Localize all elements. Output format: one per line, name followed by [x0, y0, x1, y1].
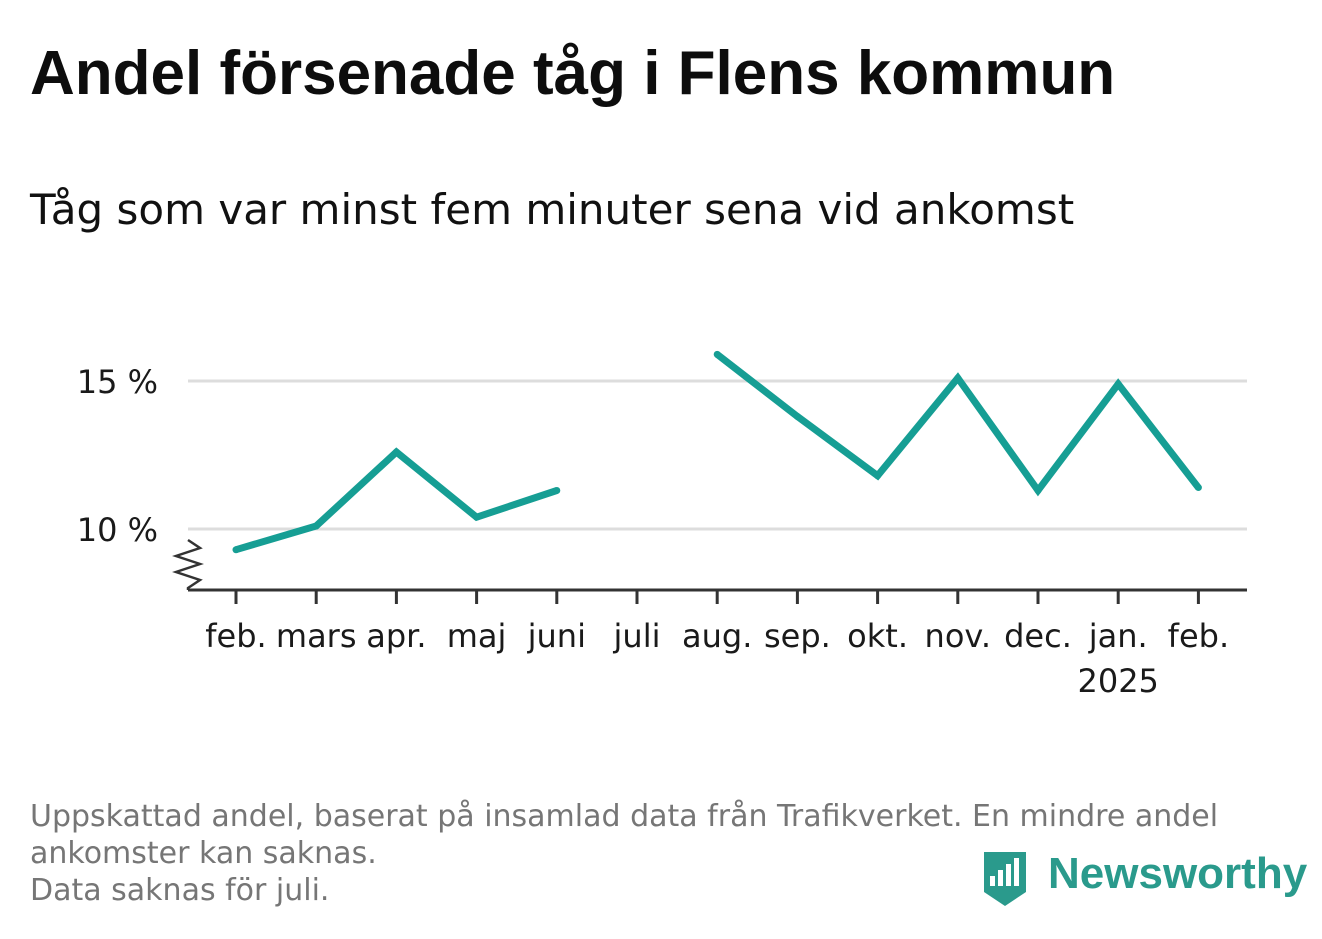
footnote-line-3: Data saknas för juli.: [30, 873, 330, 908]
footnote-line-2: ankomster kan saknas.: [30, 836, 377, 871]
data-point: [874, 472, 882, 480]
footnote-line-1: Uppskattad andel, baserat på insamlad da…: [30, 799, 1219, 834]
line-chart: 10 % 15 % feb. mars apr. maj juni juli aug. sep.…: [77, 350, 1247, 700]
x-tick-label: maj: [447, 617, 507, 655]
y-tick-label: 10 %: [77, 511, 158, 549]
x-tick-label: nov.: [925, 617, 991, 655]
data-point: [312, 522, 320, 530]
y-tick-labels: 10 % 15 %: [77, 363, 158, 549]
data-point: [392, 448, 400, 456]
data-point: [1194, 484, 1202, 492]
newsworthy-logo: Newsworthy: [980, 848, 1307, 910]
axis-break-icon: [172, 538, 204, 590]
x-tick-label: jan.: [1088, 617, 1148, 655]
data-point: [232, 546, 240, 554]
chart-title: Andel försenade tåg i Flens kommun: [30, 39, 1116, 108]
x-tick-label: aug.: [682, 617, 752, 655]
x-axis: [172, 538, 1247, 604]
x-tick-label: feb.: [1168, 617, 1229, 655]
x-year-label: 2025: [1077, 662, 1158, 700]
x-tick-label: feb.: [205, 617, 266, 655]
bar-chart-badge-icon: [984, 852, 1026, 906]
series-line-segment: [235, 447, 558, 554]
footnote: Uppskattad andel, baserat på insamlad da…: [30, 798, 1280, 909]
data-point: [553, 487, 561, 495]
series-lines: [232, 350, 1202, 554]
data-point: [713, 350, 721, 358]
x-tick-label: juli: [613, 617, 661, 655]
x-tick-label: dec.: [1004, 617, 1072, 655]
x-tick-label: mars: [276, 617, 357, 655]
x-tick-label: sep.: [764, 617, 831, 655]
data-point: [954, 374, 962, 382]
x-tick-labels: feb. mars apr. maj juni juli aug. sep. okt. nov. d…: [205, 617, 1229, 700]
x-tick-label: okt.: [847, 617, 908, 655]
data-point: [1034, 487, 1042, 495]
data-point: [473, 513, 481, 521]
brand-name: Newsworthy: [1048, 849, 1308, 898]
gridlines: [188, 379, 1247, 531]
data-point: [1114, 380, 1122, 388]
x-tick-label: juni: [527, 617, 586, 655]
y-tick-label: 15 %: [77, 363, 158, 401]
x-tick-label: apr.: [366, 617, 426, 655]
chart-subtitle: Tåg som var minst fem minuter sena vid a…: [30, 185, 1075, 234]
data-point: [793, 413, 801, 421]
